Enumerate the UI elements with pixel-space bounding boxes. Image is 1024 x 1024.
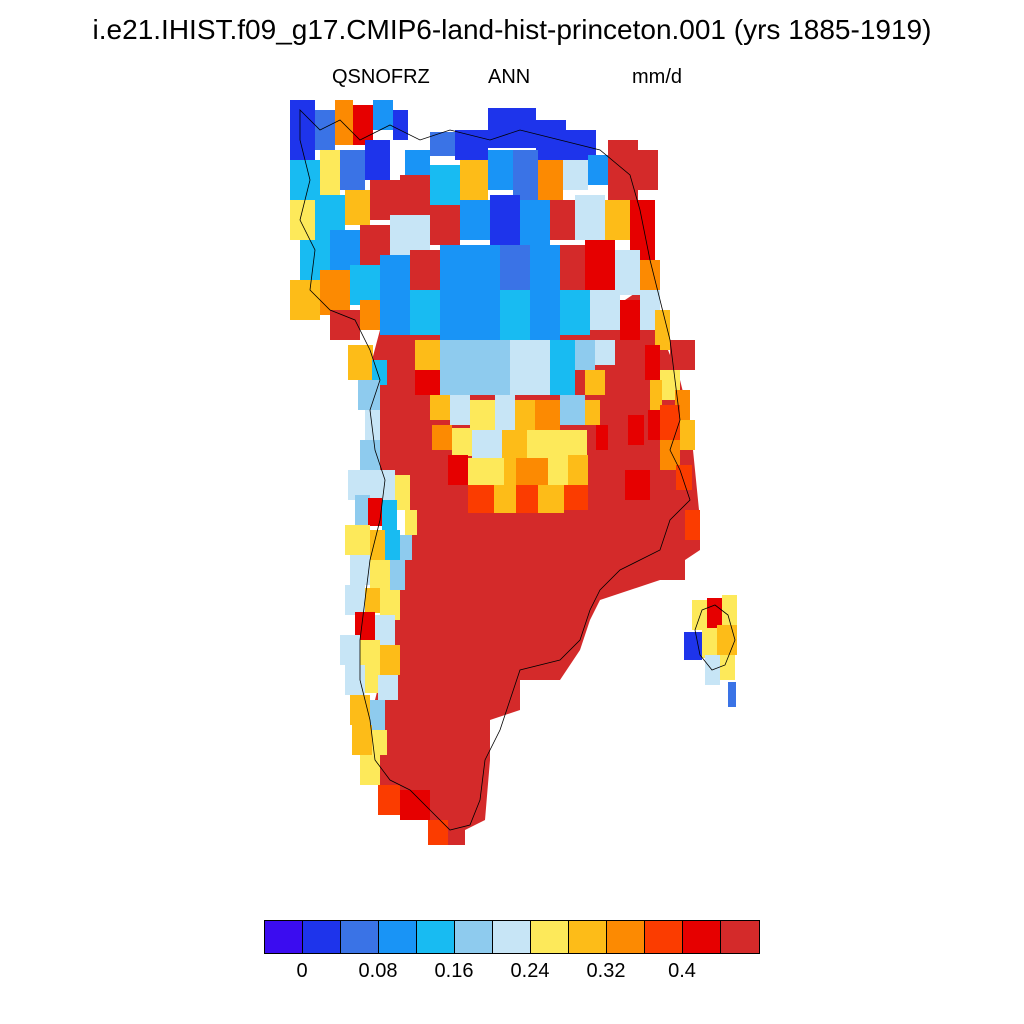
map-cells-island — [684, 595, 737, 707]
colorbar-box — [493, 921, 531, 953]
colorbar-box — [569, 921, 607, 953]
colorbar — [264, 920, 760, 954]
plot-title: i.e21.IHIST.f09_g17.CMIP6-land-hist-prin… — [92, 14, 932, 45]
coastline — [299, 109, 736, 831]
colorbar-box — [645, 921, 683, 953]
colorbar-box — [341, 921, 379, 953]
colorbar-box — [607, 921, 645, 953]
colorbar-tick-label: 0.32 — [586, 960, 626, 982]
colorbar-tick-label: 0.24 — [510, 960, 550, 982]
colorbar-box — [721, 921, 759, 953]
colorbar-tick-label: 0.08 — [358, 960, 398, 982]
units-label: mm/d — [632, 66, 682, 88]
colorbar-box — [379, 921, 417, 953]
colorbar-box — [303, 921, 341, 953]
colorbar-tick-label: 0.16 — [434, 960, 474, 982]
colorbar-box — [683, 921, 721, 953]
season-label: ANN — [488, 66, 531, 88]
colorbar-tick-label: 0.4 — [668, 960, 696, 982]
colorbar-box — [455, 921, 493, 953]
colorbar-box — [417, 921, 455, 953]
map-cells-north — [290, 100, 660, 513]
colorbar-box — [531, 921, 569, 953]
variable-label: QSNOFRZ — [332, 66, 430, 88]
colorbar-tick-label: 0 — [296, 960, 308, 982]
colorbar-box — [265, 921, 303, 953]
